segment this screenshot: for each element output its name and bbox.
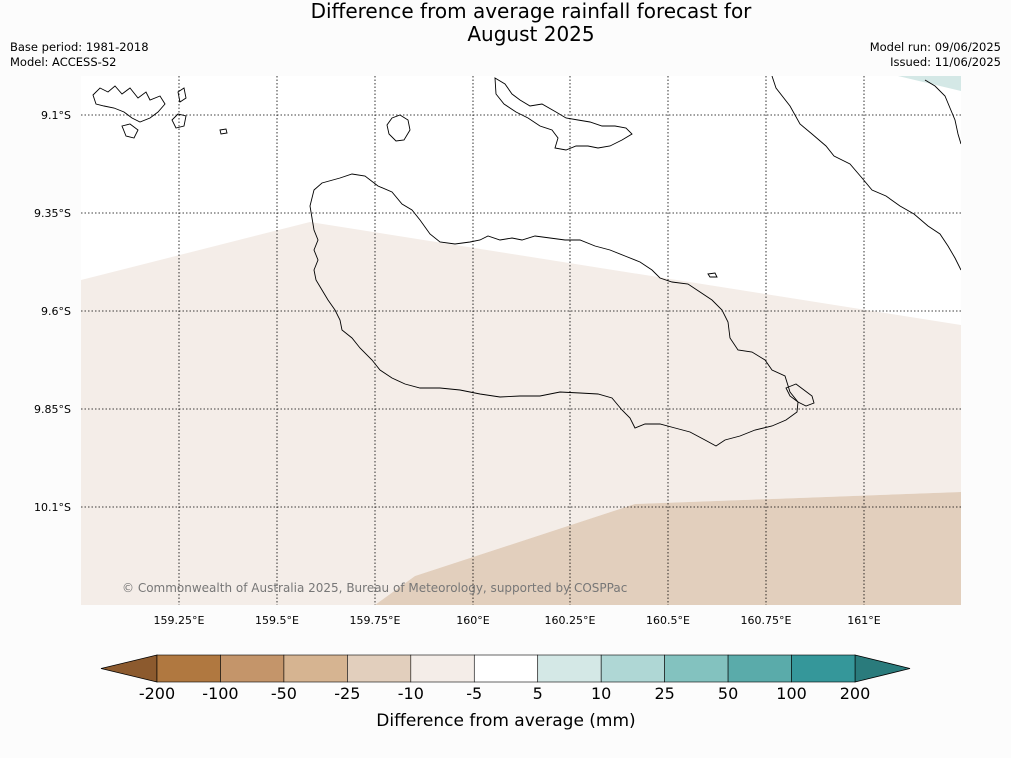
- colorbar-segment: [156, 654, 221, 683]
- colorbar-extend-high: [854, 654, 911, 683]
- island-florida-north: [177, 87, 187, 103]
- lon-label: 159.75°E: [350, 614, 401, 627]
- lon-label: 159.25°E: [154, 614, 205, 627]
- colorbar-segment: [283, 654, 348, 683]
- lat-label: 9.85°S: [34, 403, 71, 416]
- title-line-2: August 2025: [467, 22, 595, 46]
- base-period: Base period: 1981-2018: [10, 40, 149, 54]
- colorbar-title: Difference from average (mm): [376, 711, 635, 731]
- colorbar-segment: [791, 654, 856, 683]
- colorbar-tick-label: 200: [840, 684, 871, 703]
- graticule: [81, 76, 961, 605]
- islands-nggela: [494, 77, 633, 151]
- colorbar-segment: [664, 654, 729, 683]
- islet-west: [219, 128, 228, 135]
- model-name: Model: ACCESS-S2: [10, 55, 117, 69]
- colorbar-tick-labels: -200 -100 -50 -25 -10 -5 5 10 25 50 100 200: [139, 684, 870, 703]
- colorbar-tick-label: 25: [654, 684, 674, 703]
- lon-label: 160.25°E: [545, 614, 596, 627]
- island-guadalcanal: [309, 173, 799, 447]
- colorbar-tick-label: -5: [466, 684, 482, 703]
- island-florida-mid: [121, 123, 139, 139]
- colorbar-tick-label: -10: [398, 684, 424, 703]
- colorbar-tick-label: 100: [776, 684, 807, 703]
- copyright-text: © Commonwealth of Australia 2025, Bureau…: [122, 581, 627, 595]
- region-minus10-minus5: [81, 222, 961, 605]
- lat-label: 9.35°S: [34, 207, 71, 220]
- islet-east: [707, 272, 718, 278]
- islands-florida-west: [92, 85, 166, 123]
- lon-labels: 159.25°E 159.5°E 159.75°E 160°E 160.25°E…: [154, 614, 881, 627]
- colorbar-segment: [347, 654, 412, 683]
- island-sandfly: [785, 383, 815, 407]
- colorbar-segment: [727, 654, 792, 683]
- region-5-10: [898, 76, 961, 91]
- colorbar-segment: [473, 654, 539, 683]
- island-small-north: [386, 114, 411, 142]
- colorbar-tick-label: 10: [591, 684, 611, 703]
- lat-label: 9.6°S: [41, 305, 71, 318]
- lon-label: 159.5°E: [255, 614, 299, 627]
- coast-northeast: [924, 79, 961, 145]
- meta-left: Base period: 1981-2018 Model: ACCESS-S2: [10, 40, 149, 70]
- colorbar-segment: [410, 654, 475, 683]
- colorbar-segment: [220, 654, 285, 683]
- model-run: Model run: 09/06/2025: [869, 40, 1001, 54]
- colorbar: [100, 654, 911, 683]
- colorbar-segment: [537, 654, 602, 683]
- meta-right: Model run: 09/06/2025 Issued: 11/06/2025: [870, 40, 1001, 70]
- colorbar-tick-label: -200: [139, 684, 175, 703]
- coastlines: [92, 76, 961, 447]
- lon-label: 161°E: [847, 614, 880, 627]
- colorbar-tick-label: -50: [271, 684, 297, 703]
- colorbar-extend-low: [100, 654, 158, 683]
- lon-label: 160°E: [456, 614, 489, 627]
- lat-labels: 9.1°S 9.35°S 9.6°S 9.85°S 10.1°S: [34, 109, 71, 514]
- colorbar-tick-label: 50: [718, 684, 738, 703]
- title-line-1: Difference from average rainfall forecas…: [310, 0, 752, 23]
- lon-label: 160.75°E: [741, 614, 792, 627]
- chart-title: Difference from average rainfall forecas…: [231, 0, 831, 46]
- issued-date: Issued: 11/06/2025: [890, 55, 1001, 69]
- colorbar-tick-label: -100: [202, 684, 238, 703]
- lat-label: 10.1°S: [34, 501, 71, 514]
- lat-label: 9.1°S: [41, 109, 71, 122]
- coast-malaita: [771, 76, 961, 271]
- lon-label: 160.5°E: [646, 614, 690, 627]
- colorbar-tick-label: -25: [334, 684, 360, 703]
- colorbar-tick-label: 5: [533, 684, 543, 703]
- colorbar-segment: [600, 654, 665, 683]
- map-panel: © Commonwealth of Australia 2025, Bureau…: [81, 76, 961, 605]
